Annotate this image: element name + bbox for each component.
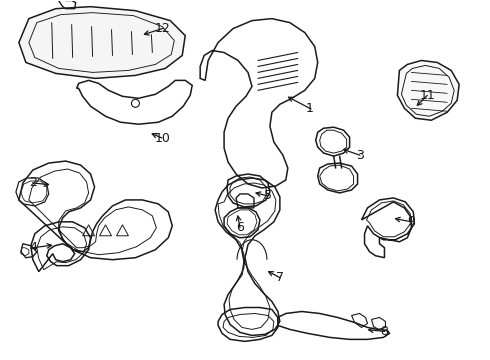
Text: 3: 3: [356, 149, 364, 162]
Text: 11: 11: [419, 89, 435, 102]
Polygon shape: [397, 60, 459, 120]
Text: 7: 7: [276, 271, 284, 284]
Text: 1: 1: [306, 102, 314, 115]
Text: 10: 10: [154, 132, 170, 145]
Text: 12: 12: [154, 22, 170, 35]
Polygon shape: [19, 7, 185, 78]
Text: 8: 8: [380, 325, 389, 338]
Text: 9: 9: [407, 215, 416, 228]
Text: 4: 4: [29, 241, 37, 254]
Text: 5: 5: [264, 189, 272, 202]
Text: 2: 2: [29, 176, 37, 189]
Text: 6: 6: [236, 221, 244, 234]
